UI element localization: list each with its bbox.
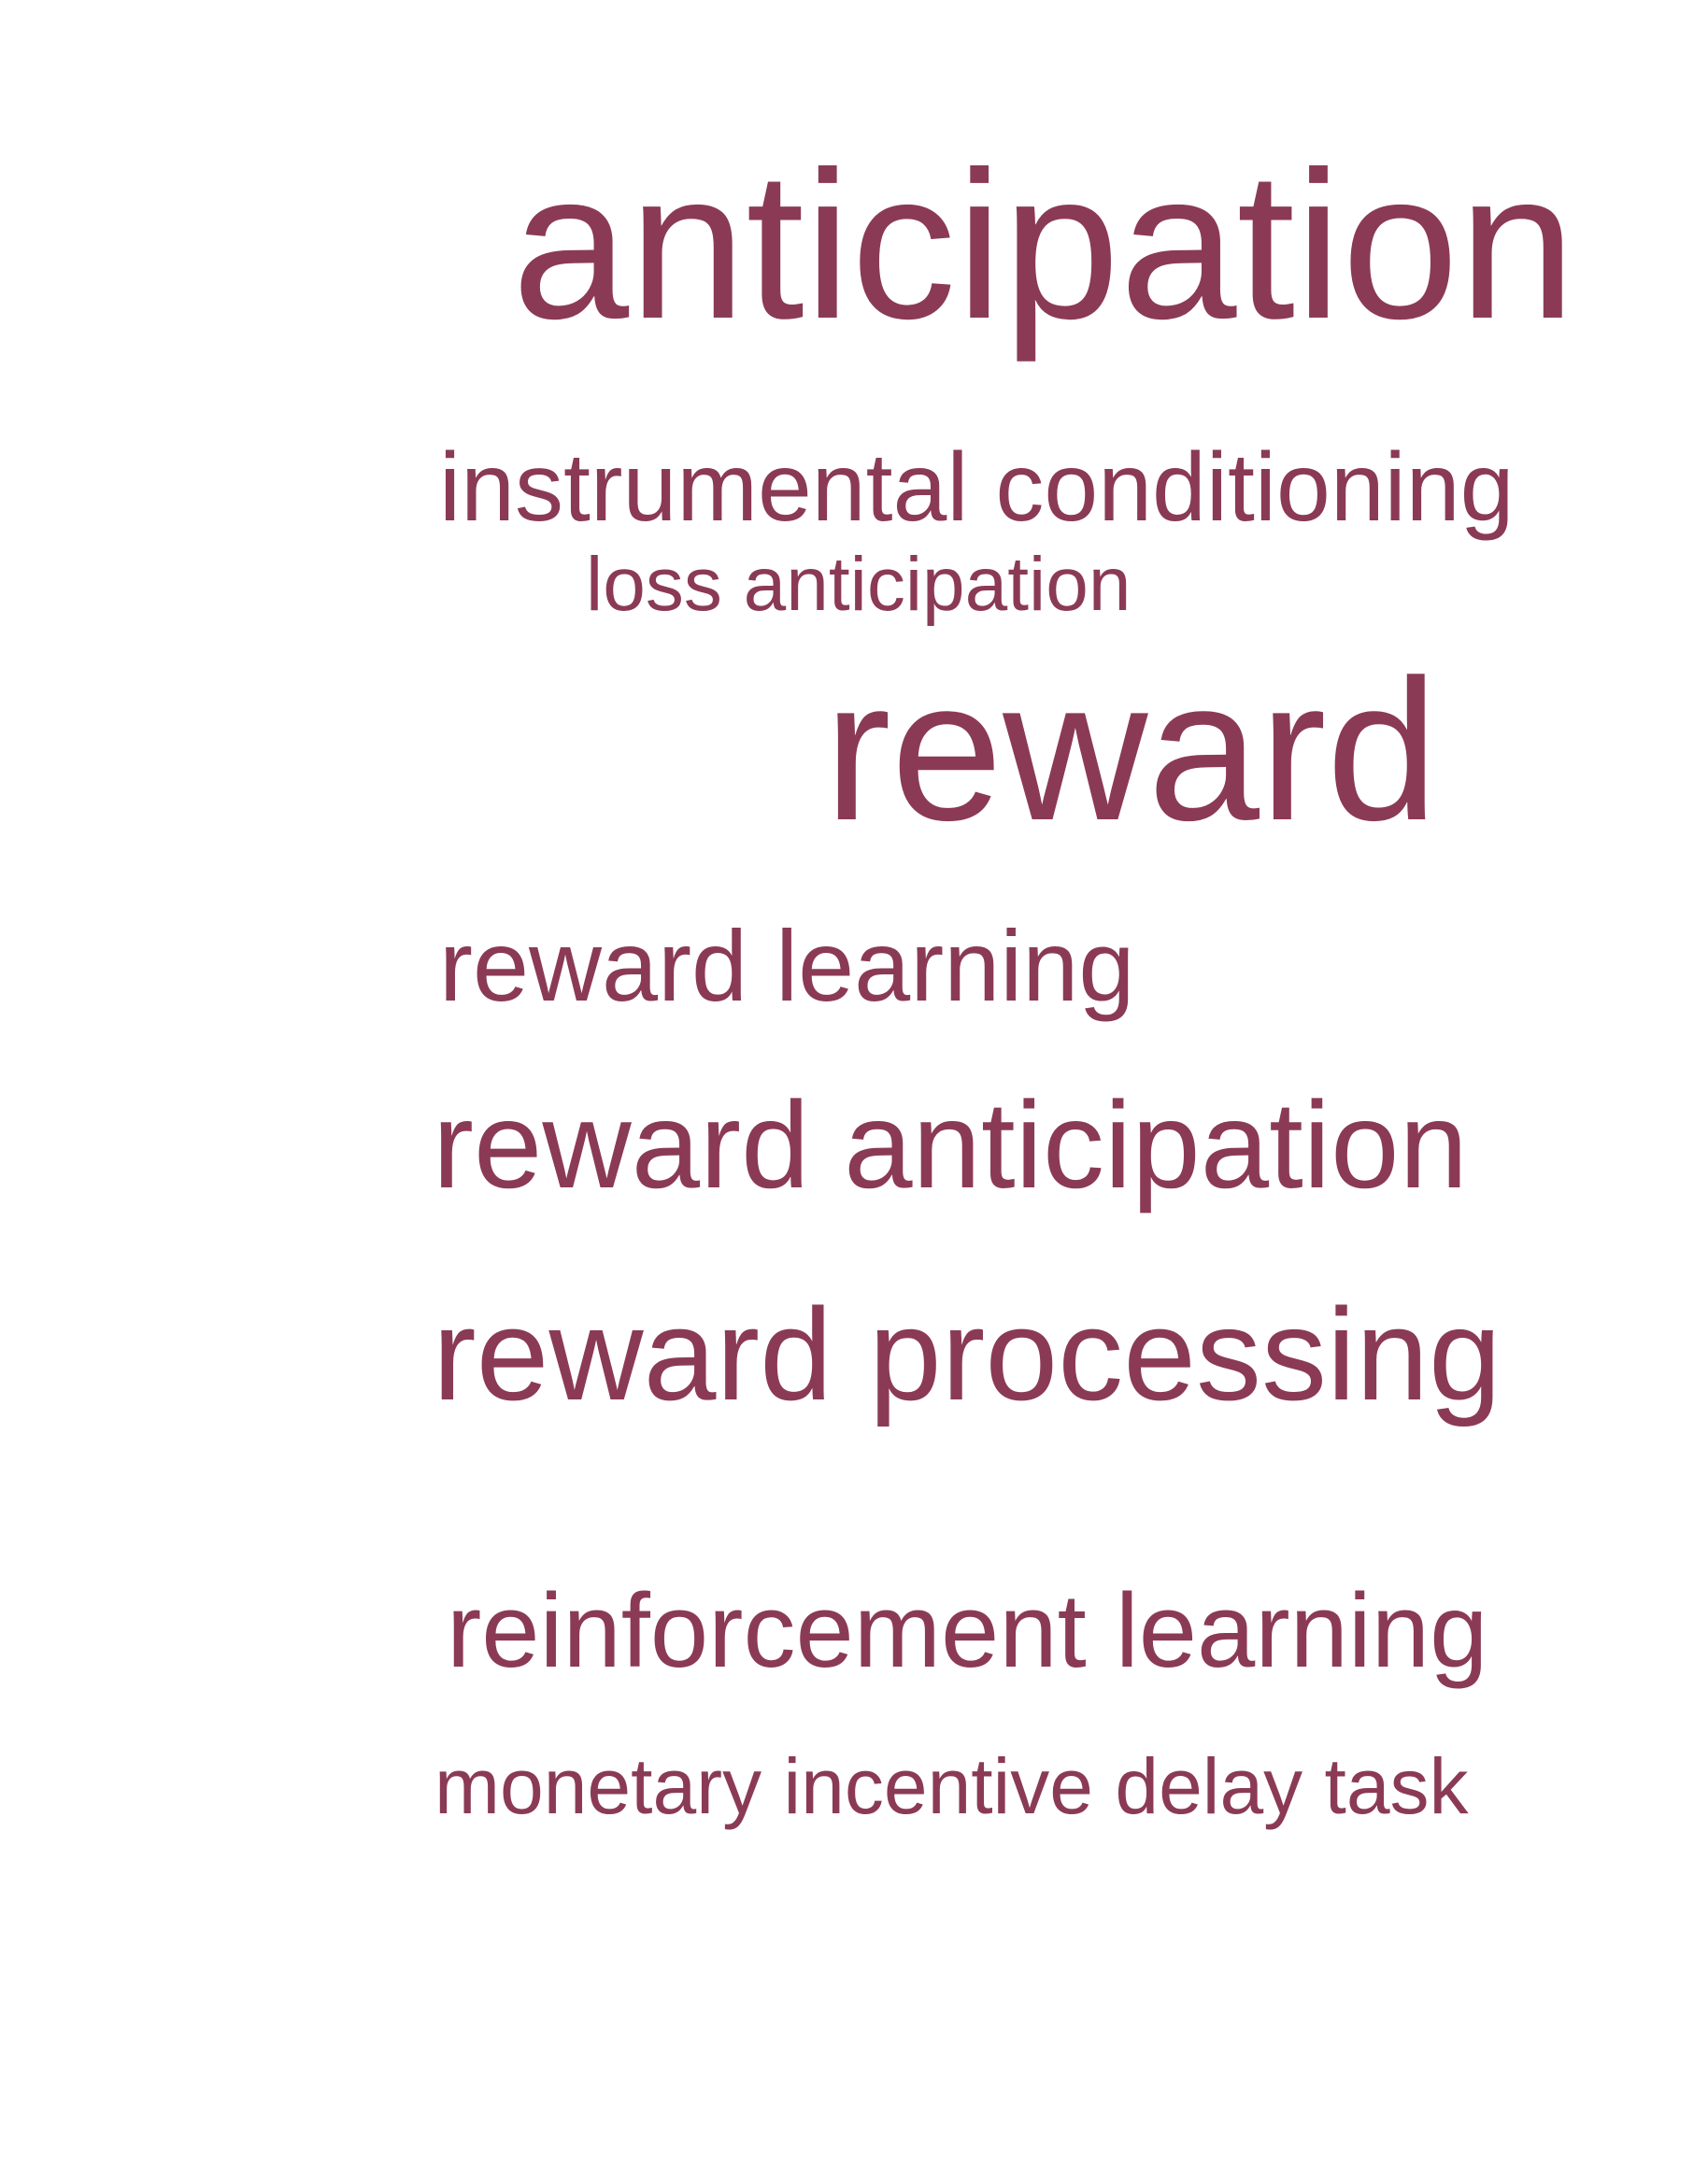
term-monetary-incentive-delay-task: monetary incentive delay task	[434, 1742, 1469, 1830]
term-reward-anticipation: reward anticipation	[433, 1076, 1468, 1214]
term-reward-processing: reward processing	[433, 1281, 1502, 1427]
term-instrumental-conditioning: instrumental conditioning	[439, 433, 1515, 542]
term-anticipation: anticipation	[512, 127, 1576, 362]
term-reinforcement-learning: reinforcement learning	[447, 1572, 1488, 1689]
term-reward: reward	[824, 637, 1439, 862]
term-loss-anticipation: loss anticipation	[586, 542, 1132, 627]
term-reward-learning: reward learning	[439, 909, 1135, 1022]
